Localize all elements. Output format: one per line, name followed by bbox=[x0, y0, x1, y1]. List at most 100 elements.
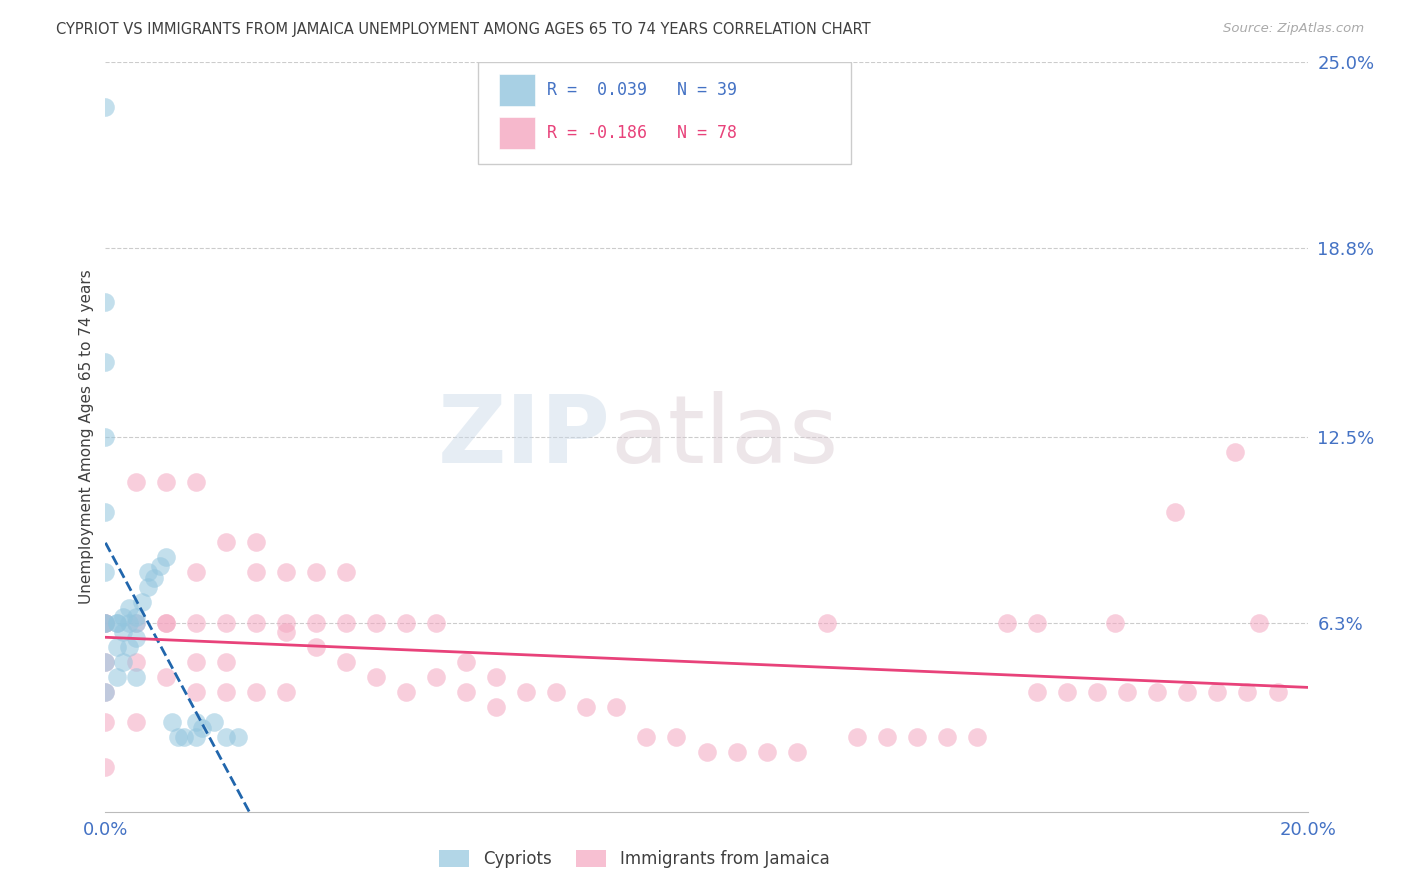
Text: ZIP: ZIP bbox=[437, 391, 610, 483]
Point bbox=[214, 655, 236, 669]
Point bbox=[515, 685, 537, 699]
Point bbox=[245, 565, 267, 579]
Point bbox=[184, 655, 207, 669]
Point bbox=[214, 615, 236, 630]
Point bbox=[94, 615, 117, 630]
Point bbox=[136, 580, 159, 594]
Point bbox=[245, 685, 267, 699]
Legend: Cypriots, Immigrants from Jamaica: Cypriots, Immigrants from Jamaica bbox=[433, 843, 837, 874]
Point bbox=[94, 615, 117, 630]
Point bbox=[107, 670, 129, 684]
Point bbox=[546, 685, 568, 699]
Point bbox=[1026, 685, 1049, 699]
Point bbox=[173, 730, 195, 744]
Point bbox=[155, 475, 177, 489]
Point bbox=[94, 655, 117, 669]
Point bbox=[245, 615, 267, 630]
Point bbox=[936, 730, 959, 744]
Point bbox=[118, 601, 141, 615]
Point bbox=[636, 730, 658, 744]
Point bbox=[725, 745, 748, 759]
Point bbox=[94, 100, 117, 114]
Point bbox=[118, 640, 141, 654]
Point bbox=[94, 615, 117, 630]
Point bbox=[1267, 685, 1289, 699]
Point bbox=[94, 430, 117, 444]
Point bbox=[364, 615, 387, 630]
Point bbox=[575, 699, 598, 714]
Point bbox=[94, 505, 117, 519]
Point bbox=[305, 640, 328, 654]
Point bbox=[1085, 685, 1108, 699]
Point bbox=[755, 745, 778, 759]
Point bbox=[142, 571, 165, 585]
Point bbox=[245, 535, 267, 549]
Point bbox=[94, 760, 117, 774]
Point bbox=[124, 475, 146, 489]
Point bbox=[214, 685, 236, 699]
Point bbox=[905, 730, 928, 744]
Point bbox=[112, 655, 135, 669]
Point bbox=[94, 685, 117, 699]
Point bbox=[124, 631, 146, 645]
Point bbox=[274, 565, 297, 579]
Point bbox=[274, 624, 297, 639]
Text: atlas: atlas bbox=[610, 391, 838, 483]
Point bbox=[155, 670, 177, 684]
Point bbox=[485, 670, 508, 684]
Point bbox=[136, 565, 159, 579]
Point bbox=[184, 730, 207, 744]
Point bbox=[1249, 615, 1271, 630]
Point bbox=[184, 475, 207, 489]
Y-axis label: Unemployment Among Ages 65 to 74 years: Unemployment Among Ages 65 to 74 years bbox=[79, 269, 94, 605]
Point bbox=[1026, 615, 1049, 630]
Point bbox=[305, 565, 328, 579]
Text: Source: ZipAtlas.com: Source: ZipAtlas.com bbox=[1223, 22, 1364, 36]
Point bbox=[94, 565, 117, 579]
Point bbox=[876, 730, 898, 744]
Point bbox=[124, 615, 146, 630]
Point bbox=[131, 595, 153, 609]
Point bbox=[107, 615, 129, 630]
Point bbox=[190, 721, 212, 735]
Point bbox=[118, 615, 141, 630]
Point bbox=[112, 624, 135, 639]
Point bbox=[94, 355, 117, 369]
Point bbox=[148, 558, 170, 573]
Point bbox=[202, 714, 225, 729]
Point bbox=[1175, 685, 1198, 699]
Text: CYPRIOT VS IMMIGRANTS FROM JAMAICA UNEMPLOYMENT AMONG AGES 65 TO 74 YEARS CORREL: CYPRIOT VS IMMIGRANTS FROM JAMAICA UNEMP… bbox=[56, 22, 870, 37]
Point bbox=[395, 685, 418, 699]
Point bbox=[425, 670, 447, 684]
Point bbox=[335, 655, 357, 669]
Point bbox=[335, 615, 357, 630]
Point bbox=[184, 565, 207, 579]
Point bbox=[335, 565, 357, 579]
Point bbox=[184, 714, 207, 729]
Point bbox=[226, 730, 249, 744]
Point bbox=[94, 295, 117, 310]
Point bbox=[1116, 685, 1139, 699]
Point bbox=[107, 640, 129, 654]
Point bbox=[485, 699, 508, 714]
Point bbox=[665, 730, 688, 744]
Point bbox=[124, 655, 146, 669]
Point bbox=[124, 610, 146, 624]
Point bbox=[94, 685, 117, 699]
Point bbox=[1056, 685, 1078, 699]
Point bbox=[454, 655, 477, 669]
Point bbox=[995, 615, 1018, 630]
Point bbox=[786, 745, 808, 759]
Point bbox=[454, 685, 477, 699]
Point bbox=[274, 685, 297, 699]
Point bbox=[184, 615, 207, 630]
Text: R =  0.039   N = 39: R = 0.039 N = 39 bbox=[547, 81, 737, 99]
Point bbox=[274, 615, 297, 630]
Bar bbox=[499, 117, 534, 149]
Point bbox=[160, 714, 183, 729]
Point bbox=[815, 615, 838, 630]
Point bbox=[124, 670, 146, 684]
Point bbox=[94, 714, 117, 729]
Point bbox=[107, 615, 129, 630]
Point bbox=[112, 610, 135, 624]
